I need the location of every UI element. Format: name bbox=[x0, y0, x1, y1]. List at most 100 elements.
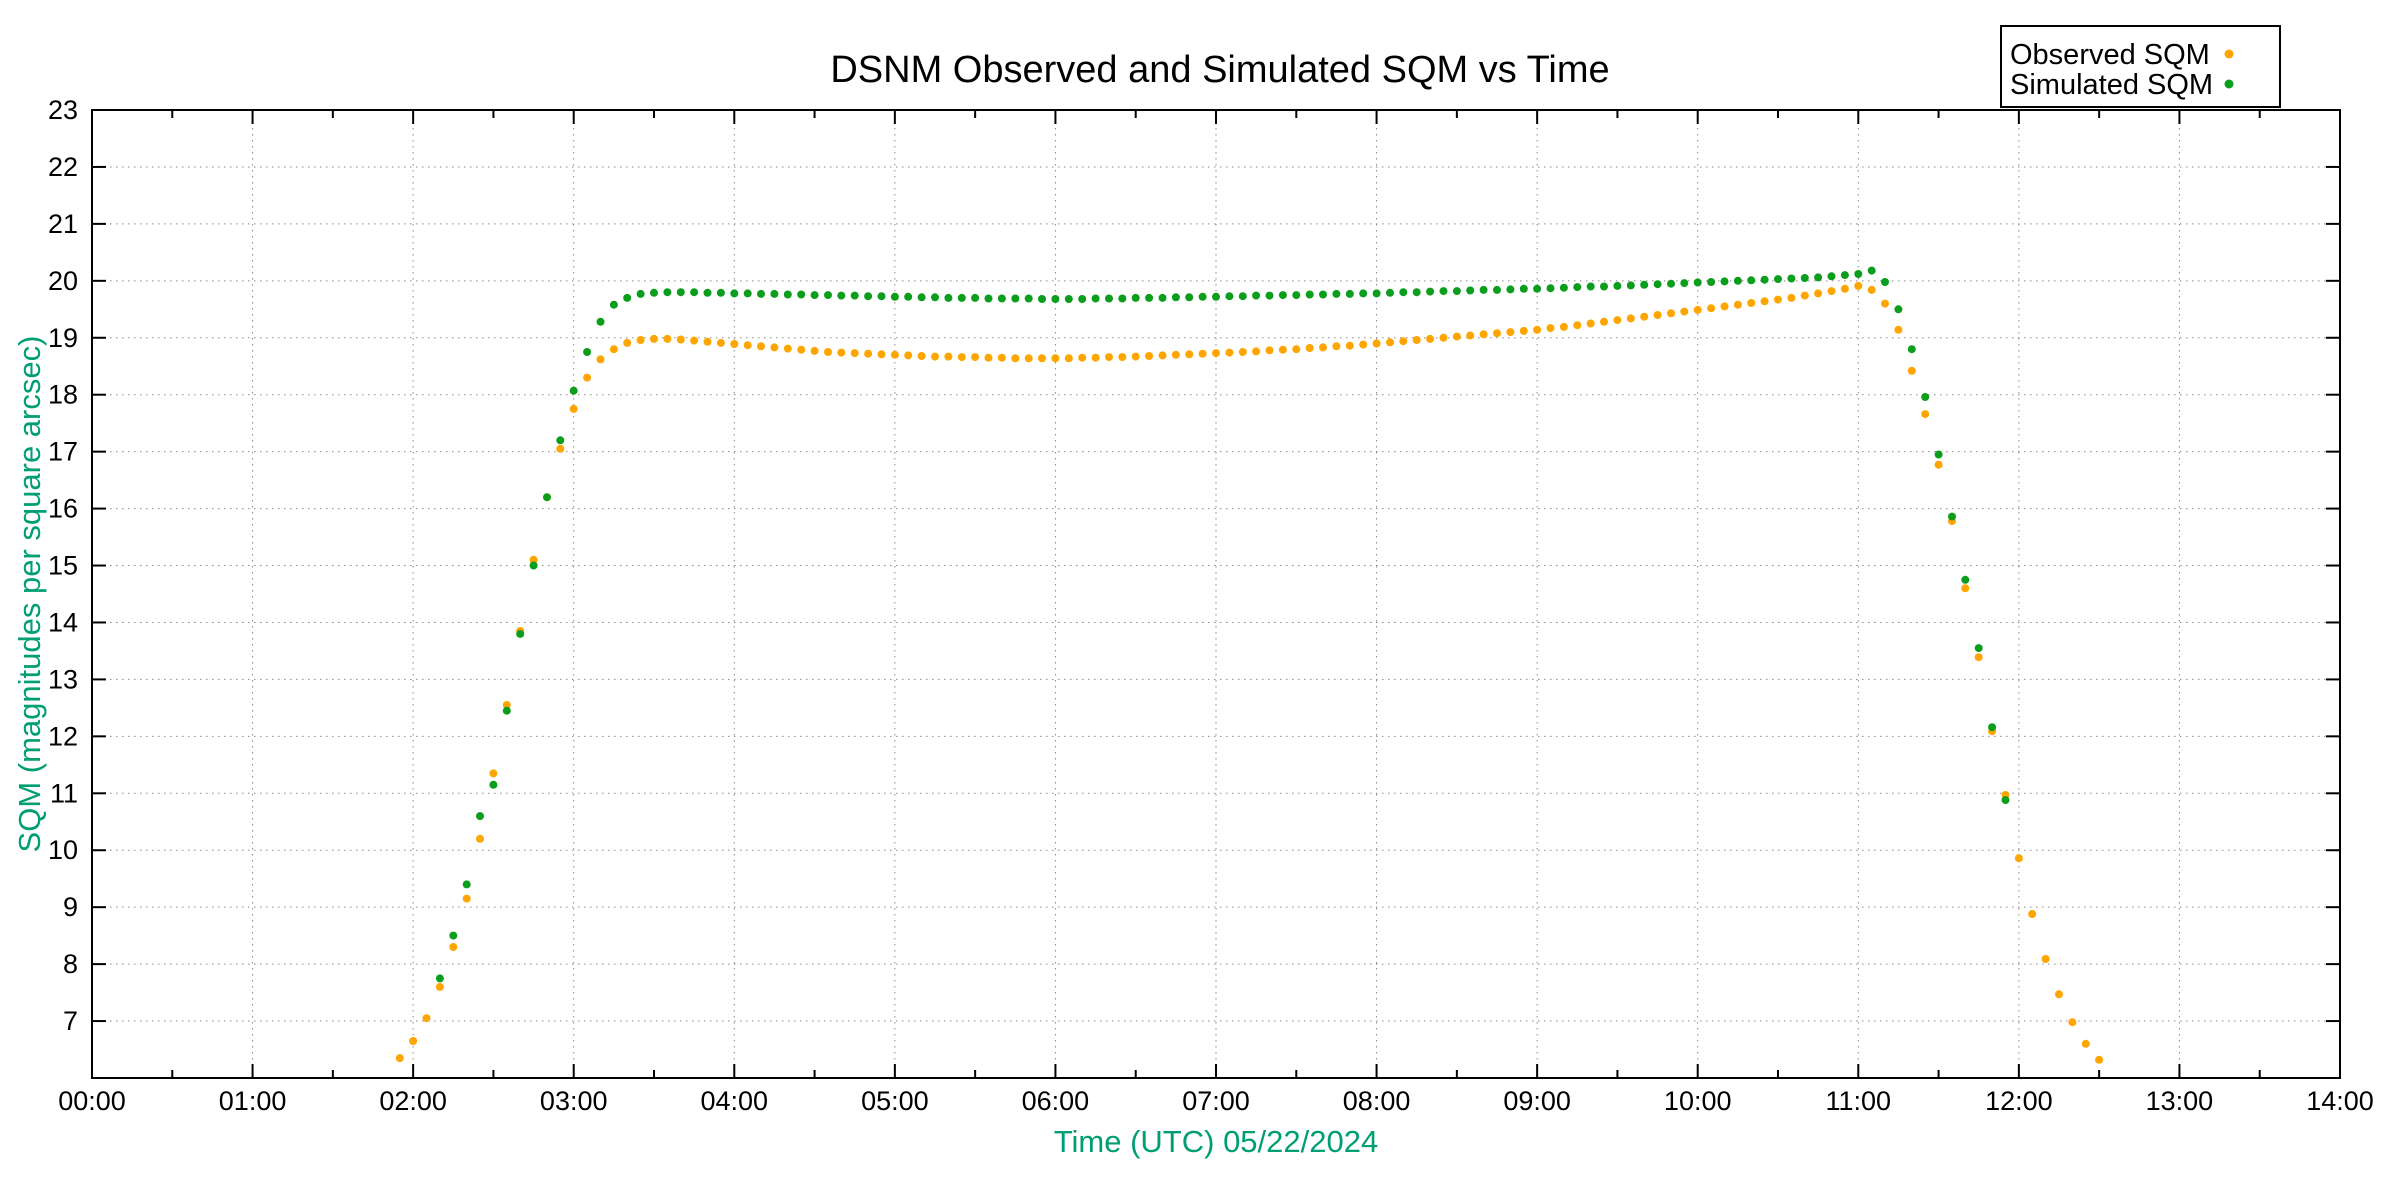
data-point bbox=[2028, 910, 2037, 918]
data-point bbox=[1720, 277, 1729, 286]
data-point bbox=[1145, 352, 1154, 360]
x-tick-label: 06:00 bbox=[1022, 1086, 1090, 1116]
y-tick-label: 11 bbox=[50, 778, 78, 808]
data-point bbox=[703, 337, 712, 346]
data-point bbox=[1105, 294, 1113, 303]
data-point bbox=[1064, 354, 1073, 363]
data-point bbox=[476, 834, 484, 843]
data-point bbox=[810, 291, 819, 300]
data-point bbox=[1559, 283, 1568, 292]
legend: Observed SQM Simulated SQM bbox=[2000, 25, 2281, 108]
data-point bbox=[917, 352, 926, 360]
data-point bbox=[663, 288, 672, 297]
data-point bbox=[449, 943, 458, 951]
data-point bbox=[1613, 316, 1622, 325]
data-point bbox=[1265, 291, 1274, 300]
data-point bbox=[1198, 292, 1207, 301]
data-point bbox=[1827, 287, 1836, 296]
data-point bbox=[676, 335, 685, 344]
data-point bbox=[1907, 345, 1916, 354]
data-point bbox=[757, 342, 765, 351]
data-point bbox=[864, 292, 873, 301]
data-point bbox=[2068, 1018, 2077, 1027]
data-point bbox=[1961, 584, 1970, 593]
data-point bbox=[1827, 272, 1836, 281]
data-point bbox=[2095, 1055, 2104, 1064]
data-point bbox=[636, 336, 645, 344]
data-point bbox=[502, 701, 511, 709]
data-point bbox=[997, 353, 1006, 362]
x-tick-label: 10:00 bbox=[1664, 1086, 1732, 1116]
series-simulated-sqm bbox=[435, 266, 2010, 983]
data-point bbox=[743, 289, 752, 298]
y-tick-label: 7 bbox=[63, 1006, 78, 1036]
data-point bbox=[1452, 332, 1461, 341]
y-tick-label: 14 bbox=[48, 607, 78, 637]
data-point bbox=[1386, 288, 1394, 297]
data-point bbox=[1252, 291, 1261, 300]
data-point bbox=[1212, 292, 1220, 301]
data-point bbox=[1546, 324, 1555, 333]
y-tick-label: 22 bbox=[48, 152, 78, 182]
data-point bbox=[1158, 351, 1167, 360]
x-tick-label: 03:00 bbox=[540, 1086, 608, 1116]
data-point bbox=[1533, 325, 1542, 334]
y-tick-label: 15 bbox=[48, 551, 78, 581]
data-point bbox=[1238, 348, 1247, 356]
data-point bbox=[409, 1037, 418, 1045]
data-point bbox=[1345, 341, 1354, 350]
data-point bbox=[1653, 280, 1662, 289]
data-point bbox=[1881, 299, 1889, 308]
data-point bbox=[1479, 285, 1488, 294]
data-point bbox=[1452, 287, 1461, 296]
data-point bbox=[944, 293, 953, 302]
data-point bbox=[1921, 393, 1930, 401]
data-point bbox=[583, 373, 592, 382]
data-point bbox=[1586, 319, 1595, 328]
y-tick-label: 8 bbox=[63, 949, 78, 979]
data-point bbox=[1814, 289, 1823, 298]
data-point bbox=[1426, 334, 1435, 343]
data-point bbox=[476, 812, 484, 821]
data-point bbox=[1747, 276, 1756, 285]
y-axis-label: SQM (magnitudes per square arcsec) bbox=[12, 336, 47, 853]
data-point bbox=[2055, 990, 2063, 999]
legend-box bbox=[2000, 25, 2281, 108]
y-tick-label: 17 bbox=[48, 437, 78, 467]
data-point bbox=[1466, 286, 1475, 295]
data-point bbox=[676, 288, 685, 297]
data-point bbox=[944, 352, 953, 361]
data-point bbox=[1064, 295, 1073, 303]
data-point bbox=[1854, 281, 1863, 290]
x-tick-label: 11:00 bbox=[1826, 1086, 1892, 1116]
data-point bbox=[489, 780, 498, 789]
data-point bbox=[1225, 348, 1234, 357]
data-point bbox=[1600, 317, 1608, 326]
data-point bbox=[1707, 278, 1716, 286]
data-point bbox=[984, 294, 993, 303]
data-point bbox=[730, 340, 739, 348]
legend-label-simulated: Simulated SQM bbox=[2010, 69, 2213, 101]
data-point bbox=[957, 353, 966, 362]
data-point bbox=[1359, 289, 1368, 298]
data-point bbox=[529, 555, 538, 564]
data-point bbox=[1519, 326, 1528, 335]
data-point bbox=[569, 386, 578, 395]
data-point bbox=[743, 341, 752, 350]
data-point bbox=[1399, 288, 1408, 297]
data-point bbox=[1278, 291, 1287, 300]
data-point bbox=[1733, 300, 1742, 309]
data-point bbox=[596, 317, 605, 326]
x-tick-label: 08:00 bbox=[1343, 1086, 1411, 1116]
data-point bbox=[1493, 329, 1501, 338]
data-point bbox=[1078, 353, 1087, 362]
data-point bbox=[997, 294, 1006, 303]
data-point bbox=[864, 349, 873, 358]
grid-lines bbox=[92, 110, 2340, 1078]
data-point bbox=[1145, 293, 1154, 302]
data-point bbox=[1881, 278, 1889, 286]
data-point bbox=[1787, 293, 1796, 302]
data-point bbox=[650, 334, 658, 343]
data-point bbox=[1011, 354, 1020, 363]
data-point bbox=[623, 293, 632, 302]
